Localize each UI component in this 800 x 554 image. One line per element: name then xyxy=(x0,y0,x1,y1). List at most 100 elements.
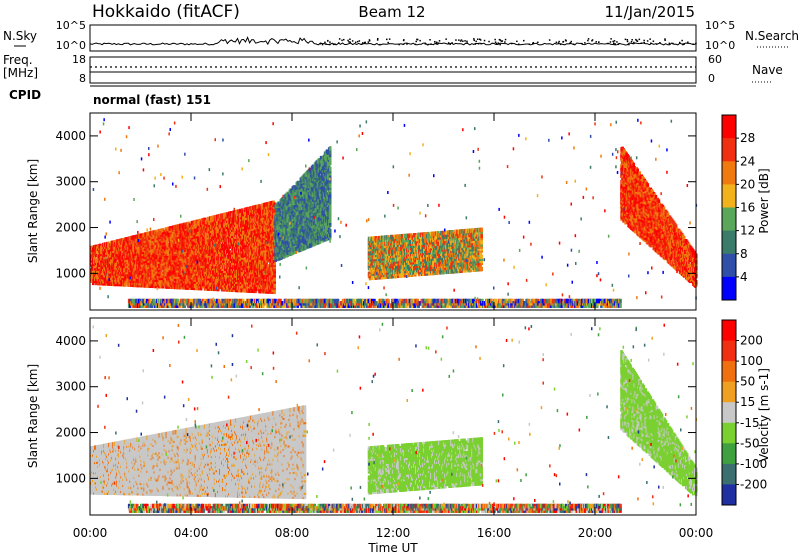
noise-dot xyxy=(565,40,567,42)
noise-panel-frame xyxy=(90,25,696,51)
noise-dot xyxy=(596,41,598,43)
noise-dot xyxy=(610,41,612,43)
noise-dot xyxy=(429,39,431,41)
noise-dot xyxy=(635,39,637,41)
noise-dot xyxy=(649,38,651,40)
noise-dot xyxy=(516,41,518,43)
noise-dot xyxy=(504,41,506,43)
noise-dot xyxy=(464,40,466,42)
rti-figure: Hokkaido (fitACF) Beam 12 11/Jan/2015 N.… xyxy=(0,0,800,554)
noise-dot xyxy=(607,43,609,45)
noise-dot xyxy=(511,43,513,45)
noise-dot xyxy=(439,40,441,42)
noise-dot xyxy=(558,42,560,44)
noise-dot xyxy=(502,40,504,42)
frequency-left-tick-top: 18 xyxy=(72,53,86,66)
frequency-panel: Freq. [MHz] 18 8 60 0 Nave xyxy=(3,53,783,85)
frequency-label-line1: Freq. xyxy=(3,53,33,67)
noise-dot xyxy=(627,41,629,43)
noise-dot xyxy=(377,39,379,41)
noise-dot xyxy=(334,43,336,45)
noise-dot xyxy=(484,40,486,42)
noise-dot xyxy=(496,43,498,45)
noise-dot xyxy=(494,39,496,41)
noise-panel: N.Sky 10^5 10^0 10^5 10^0 N.Search xyxy=(3,19,799,52)
noise-dot xyxy=(430,43,432,45)
noise-dot xyxy=(556,42,558,44)
noise-dot xyxy=(499,44,501,46)
noise-dot xyxy=(445,38,447,40)
noise-dot xyxy=(333,44,335,46)
cpid-panel: CPID normal (fast) 151 xyxy=(9,86,696,107)
noise-dot xyxy=(664,40,666,42)
noise-dot xyxy=(364,42,366,44)
noise-dot xyxy=(672,43,674,45)
noise-dot xyxy=(631,39,633,41)
noise-dot xyxy=(437,42,439,44)
frequency-label-line2: [MHz] xyxy=(3,66,38,80)
noise-dot xyxy=(475,41,477,43)
noise-dot xyxy=(325,43,327,45)
noise-dot xyxy=(339,38,341,40)
noise-dot xyxy=(523,40,525,42)
noise-dot xyxy=(532,43,534,45)
noise-dot xyxy=(361,44,363,46)
beam-title: Beam 12 xyxy=(358,3,425,21)
noise-dot xyxy=(618,44,620,46)
noise-dot xyxy=(537,42,539,44)
noise-dot xyxy=(455,39,457,41)
noise-dot xyxy=(587,40,589,42)
noise-dot xyxy=(350,42,352,44)
noise-dot xyxy=(415,44,417,46)
noise-dot xyxy=(669,43,671,45)
noise-dot xyxy=(641,43,643,45)
noise-dot xyxy=(518,44,520,46)
noise-dot xyxy=(558,41,560,43)
frequency-right-tick-top: 60 xyxy=(708,53,722,66)
date-title: 11/Jan/2015 xyxy=(605,3,696,21)
noise-dot xyxy=(434,41,436,43)
noise-dot xyxy=(478,43,480,45)
noise-dot xyxy=(581,43,583,45)
noise-dot xyxy=(357,41,359,43)
noise-dot xyxy=(653,41,655,43)
cpid-value: normal (fast) 151 xyxy=(93,93,211,107)
noise-dot xyxy=(451,42,453,44)
noise-dot xyxy=(327,40,329,42)
noise-dot xyxy=(610,38,612,40)
noise-right-tick-bottom: 10^0 xyxy=(705,39,735,52)
noise-dot xyxy=(529,44,531,46)
frequency-left-tick-bottom: 8 xyxy=(79,72,86,85)
noise-dot xyxy=(425,43,427,45)
noise-sky-trace xyxy=(90,37,696,45)
noise-dot xyxy=(499,39,501,41)
noise-dot xyxy=(329,44,331,46)
noise-dot xyxy=(625,39,627,41)
noise-dot xyxy=(352,40,354,42)
noise-dot xyxy=(643,40,645,42)
noise-dot xyxy=(488,41,490,43)
noise-dot xyxy=(683,43,685,45)
noise-dot xyxy=(341,40,343,42)
noise-dot xyxy=(458,39,460,41)
noise-dot xyxy=(386,39,388,41)
noise-dot xyxy=(362,42,364,44)
noise-dot xyxy=(656,43,658,45)
noise-dot xyxy=(633,42,635,44)
noise-dot xyxy=(495,41,497,43)
noise-dot xyxy=(338,42,340,44)
noise-dot xyxy=(616,41,618,43)
noise-dot xyxy=(368,41,370,43)
noise-dot xyxy=(379,44,381,46)
noise-dot xyxy=(644,42,646,44)
noise-dot xyxy=(474,40,476,42)
noise-dot xyxy=(389,38,391,40)
noise-dot xyxy=(355,42,357,44)
noise-dot xyxy=(460,40,462,42)
noise-dot xyxy=(679,42,681,44)
cpid-label: CPID xyxy=(9,88,41,102)
noise-dot xyxy=(598,41,600,43)
noise-dot xyxy=(687,42,689,44)
noise-dot xyxy=(615,43,617,45)
noise-dot xyxy=(560,44,562,46)
